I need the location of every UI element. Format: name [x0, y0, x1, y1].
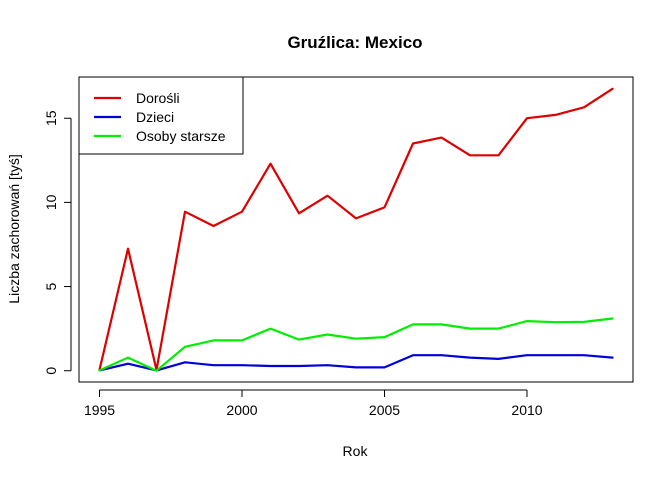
y-tick-label: 5 [43, 282, 59, 290]
legend-box [78, 76, 244, 155]
plot-frame [78, 76, 634, 383]
x-axis-label: Rok [343, 443, 369, 459]
y-axis-label: Liczba zachorowań [tyś] [6, 154, 22, 303]
legend-label: Dorośli [136, 90, 180, 106]
x-tick-label: 1995 [84, 402, 115, 418]
y-tick-label: 15 [43, 110, 59, 126]
series-line-2 [98, 354, 614, 372]
legend-label: Osoby starsze [136, 128, 226, 144]
y-axis: 0 5 10 15 [43, 110, 72, 375]
legend: Dorośli Dzieci Osoby starsze [78, 76, 244, 155]
x-tick-label: 2010 [511, 402, 542, 418]
x-tick-label: 2005 [369, 402, 400, 418]
chart-title: Gruźlica: Mexico [287, 33, 422, 52]
legend-label: Dzieci [136, 109, 174, 125]
y-tick-label: 10 [43, 194, 59, 210]
series-line-3 [98, 317, 614, 372]
series-line-1 [98, 87, 614, 371]
x-tick-label: 2000 [226, 402, 257, 418]
y-tick-label: 0 [43, 367, 59, 375]
series-layer [98, 87, 614, 372]
x-axis: 1995 2000 2005 2010 [84, 389, 543, 418]
